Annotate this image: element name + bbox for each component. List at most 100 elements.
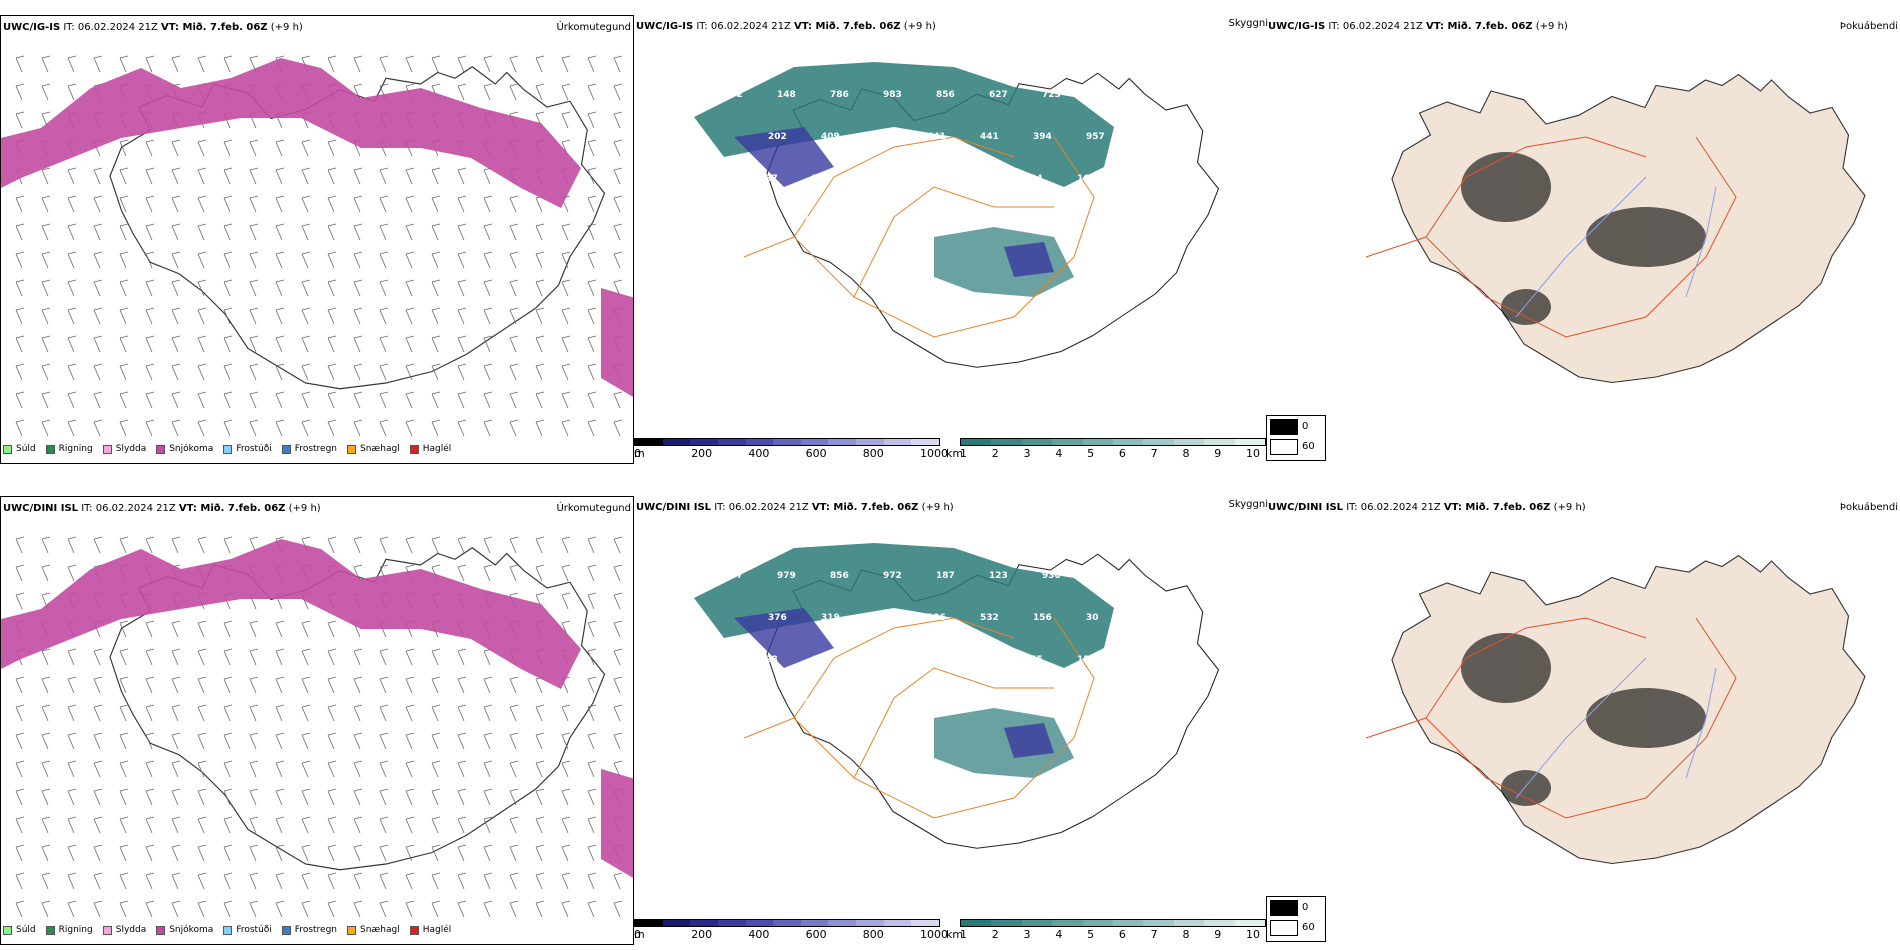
colorbar-tick-label: 0 [634,447,641,460]
colorbar-gradient [634,438,940,446]
colorbar-step [856,920,884,926]
low-ceiling-area [1004,242,1054,277]
ceiling-value-label: 328 [759,655,778,665]
panel-title: Úrkomutegund [556,22,631,33]
visibility-colorbar: km 1 2 3 4 5 6 7 8 9 10 [946,438,1268,464]
legend-label: Súld [16,444,36,454]
legend-label: Frostregn [294,444,338,454]
fog-panel-row2: UWC/DINI ISL IT: 06.02.2024 21Z VT: Mið.… [1266,496,1900,946]
ceiling-value-label: 723 [1042,90,1061,100]
colorbar-tick-label: 800 [862,447,884,460]
legend-item: Frostúði [223,444,272,454]
panel-title: Þokuábendi [1839,502,1898,513]
ceiling-value-label: 861 [856,216,875,226]
ceiling-value-label: 319 [821,613,840,623]
low-visibility-area [934,227,1074,297]
colorbar-step [662,920,691,926]
ceiling-value-label: 440 [874,613,893,623]
colorbar-step [1082,439,1114,445]
fog-legend-swatch [1270,900,1298,916]
legend-swatch [3,444,12,454]
colorbar-unit: km [946,928,964,941]
precip-type-panel-row1: UWC/IG-IS IT: 06.02.2024 21Z VT: Mið. 7.… [0,15,634,464]
colorbar-step [1204,439,1235,445]
ceiling-value-label: 337 [794,258,813,268]
panel-title: Úrkomutegund [556,503,631,514]
ceiling-value-label: 107 [724,571,743,581]
ceiling-value-label: 856 [936,90,955,100]
ceiling-value-label: 441 [980,132,999,142]
ceiling-value-label: 230 [750,697,769,707]
colorbar-step [1021,439,1053,445]
colorbar-step [1234,439,1266,445]
legend-label: Rigning [58,444,93,454]
ceiling-value-label: 979 [777,571,796,581]
colorbar-step [1204,920,1235,926]
colorbar-gradient [634,919,940,927]
colorbar-tick-label: 200 [691,447,713,460]
fog-legend-label: 0 [1302,902,1309,913]
ceiling-value-label: 764 [803,216,822,226]
colorbar-step [883,920,912,926]
ceiling-value-label: 187 [936,571,955,581]
ceiling-value-label: 211 [874,132,893,142]
ceiling-value-label: 156 [1033,613,1052,623]
legend-swatch [223,925,233,935]
colorbar-tick-label: 2 [991,447,999,460]
colorbar-tick-label: 600 [805,928,827,941]
ceiling-value-label: 103 [803,697,822,707]
colorbar-step [828,439,857,445]
colorbar-tick-label: 1 [960,928,967,941]
legend-swatch [409,925,419,935]
colorbar-step [773,439,801,445]
legend-label: Frostregn [294,925,338,935]
fog-legend-box [1266,415,1326,461]
colorbar-step [961,439,992,445]
legend-label: Súld [16,925,36,935]
colorbar-step [745,439,774,445]
fog-panel-row1: UWC/IG-IS IT: 06.02.2024 21Z VT: Mið. 7.… [1266,15,1900,465]
colorbar-gradient [960,919,1266,927]
panel-title: Skyggni [1228,499,1268,510]
colorbar-step [1021,920,1053,926]
colorbar-step [1052,439,1083,445]
colorbar-tick-label: 9 [1214,928,1222,941]
colorbar-tick-label: 400 [748,928,770,941]
colorbar-step [1082,920,1114,926]
ceiling-value-label: 770 [1095,90,1114,100]
colorbar-step [635,920,663,926]
colorbar-tick-label: 4 [1055,928,1063,941]
panel-header: UWC/IG-IS IT: 06.02.2024 21Z VT: Mið. 7.… [1268,21,1568,32]
low-ceiling-area [734,608,834,668]
ceiling-value-label: 957 [1086,132,1105,142]
panel-header: UWC/DINI ISL IT: 06.02.2024 21Z VT: Mið.… [636,502,954,513]
colorbar-step [1143,920,1174,926]
colorbar-step [856,439,884,445]
legend-item: Slydda [102,444,146,454]
fog-areas [1461,633,1706,806]
snow-area [601,288,633,397]
colorbar-tick-label: 3 [1023,447,1031,460]
ceiling-value-label: 930 [1042,571,1061,581]
roads [1365,136,1737,338]
ceiling-value-label: 202 [768,132,787,142]
fog-areas [1461,152,1706,325]
colorbar-tick-label: 0 [634,928,641,941]
legend-item: Snæhagl [347,925,400,935]
ceiling-visibility-map: 107 979 856 972 187 123 930 941 376 319 440 136 532 1… [694,543,1220,849]
ceiling-value-label: 27 [971,174,984,184]
ceiling-value-label: 12 [1068,216,1081,226]
snow-area [1,58,581,208]
colorbar-tick-label: 5 [1087,928,1095,941]
colorbar-step [800,439,829,445]
colorbar-tick-label: 4 [1055,447,1063,460]
legend-swatch [347,444,357,454]
ceiling-value-label: 517 [971,655,990,665]
colorbar-tick-label: 2 [991,928,999,941]
ceiling-value-label: 99 [741,258,754,268]
low-visibility-area [694,62,1114,187]
ceiling-panel-row1: UWC/IG-IS IT: 06.02.2024 21Z VT: Mið. 7.… [634,15,1268,465]
legend-swatch [102,444,112,454]
colorbar-step [1113,920,1144,926]
colorbar-step [1234,920,1266,926]
